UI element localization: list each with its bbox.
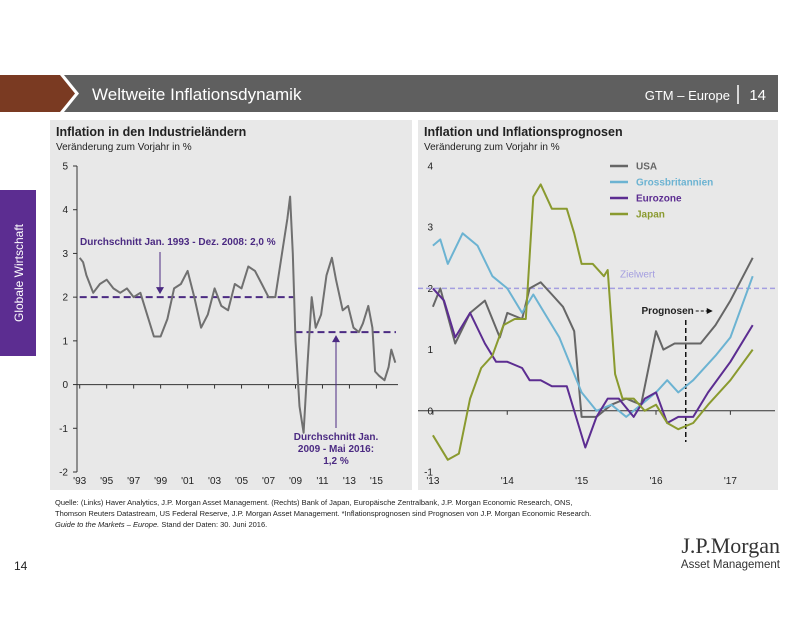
header-bar [64,75,778,112]
x-tick-label: '16 [649,476,662,487]
x-tick-label: '01 [181,476,194,487]
header-chevron [0,75,75,112]
source-line: Thomson Reuters Datastream, US Federal R… [55,509,591,518]
x-tick-label: '13 [426,476,439,487]
legend-label: Grossbritannien [636,178,713,189]
x-tick-label: '11 [316,476,329,487]
series-line [78,195,397,434]
page-number: 14 [14,559,28,573]
legend-label: Japan [636,210,665,221]
y-tick-label: 3 [62,249,68,260]
reference-label: 1,2 % [323,456,349,467]
x-tick-label: '97 [127,476,140,487]
y-tick-label: 4 [427,162,433,173]
x-tick-label: '15 [370,476,383,487]
forecast-arrowhead [706,308,713,314]
x-tick-label: '03 [208,476,221,487]
x-tick-label: '15 [575,476,588,487]
reference-arrowhead [332,335,340,343]
reference-label: Durchschnitt Jan. [294,432,379,443]
side-tab [0,190,36,356]
header-title: Weltweite Inflationsdynamik [92,85,302,104]
x-tick-label: '17 [724,476,737,487]
y-tick-label: 0 [427,406,433,417]
panel-left [50,120,412,490]
y-tick-label: -2 [59,468,68,479]
reference-label: 2009 - Mai 2016: [298,444,374,455]
source-date: Guide to the Markets – Europe. Stand der… [55,520,267,529]
guide-title: Guide to the Markets – Europe. [55,520,159,529]
logo-sub: Asset Management [681,559,781,571]
series-line [431,257,754,418]
y-tick-label: -1 [59,424,68,435]
series-line [432,232,754,418]
x-tick-label: '07 [262,476,275,487]
y-tick-label: 3 [427,223,433,234]
side-label: Globale Wirtschaft [12,223,26,322]
chart-subtitle: Veränderung zum Vorjahr in % [56,142,192,153]
chart-subtitle: Veränderung zum Vorjahr in % [424,142,560,153]
reference-label: Durchschnitt Jan. 1993 - Dez. 2008: 2,0 … [80,237,276,248]
legend-label: Eurozone [636,194,682,205]
reference-label: Zielwert [620,269,655,280]
x-tick-label: '05 [235,476,248,487]
x-tick-label: '95 [100,476,113,487]
y-tick-label: 2 [62,293,68,304]
chart-title: Inflation in den Industrieländern [56,125,246,139]
y-tick-label: 5 [62,162,68,173]
forecast-label: Prognosen [642,306,694,317]
x-tick-label: '09 [289,476,302,487]
x-tick-label: '99 [154,476,167,487]
y-tick-label: 1 [62,336,68,347]
chart-title: Inflation und Inflationsprognosen [424,125,623,139]
x-tick-label: '14 [501,476,514,487]
x-tick-label: '93 [73,476,86,487]
header-page: 14 [749,87,766,104]
charts: Inflation in den Industrieländern Verände… [56,125,775,487]
y-tick-label: 4 [62,205,68,216]
x-tick-label: '13 [343,476,356,487]
source-line: Quelle: (Links) Haver Analytics, J.P. Mo… [55,498,572,507]
y-tick-label: 2 [427,284,433,295]
data-date: Stand der Daten: 30. Juni 2016. [159,520,267,529]
series-line [432,183,754,461]
series-line [432,287,754,449]
y-tick-label: -1 [424,468,433,479]
panel-right [418,120,778,490]
header-section: GTM – Europe [645,88,730,103]
reference-arrowhead [156,287,164,295]
legend-label: USA [636,162,657,173]
y-tick-label: 0 [62,380,68,391]
y-tick-label: 1 [427,345,433,356]
logo-name: J.P.Morgan [681,533,780,558]
